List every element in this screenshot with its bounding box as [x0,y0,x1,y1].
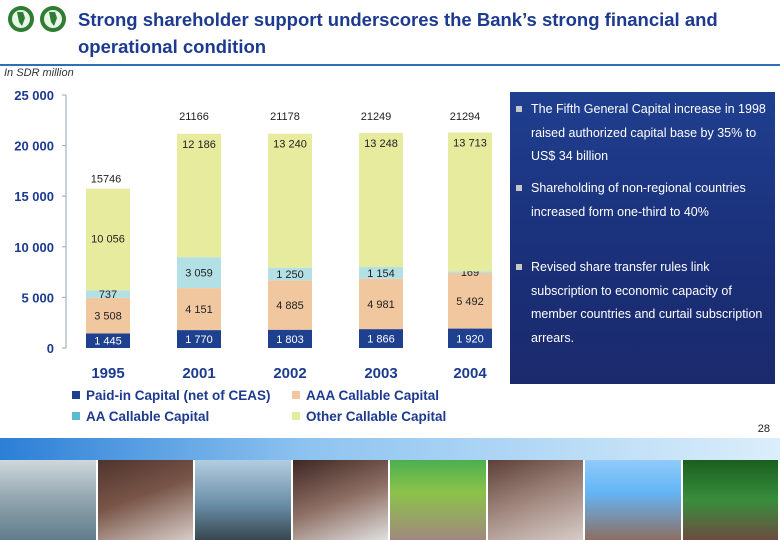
data-label: 1 250 [276,269,304,281]
legend-swatch [72,412,80,420]
bar-segment [448,328,492,348]
data-label: 1 803 [276,334,304,346]
bullet-square-icon [516,185,522,191]
total-label: 15746 [91,174,122,186]
bullet-square-icon [516,106,522,112]
bar-segment [86,188,130,291]
bar-segment [448,271,492,273]
x-tick-label: 1995 [91,365,124,382]
photo-strip [0,460,780,540]
afdb-logo-left [6,4,36,34]
legend-label: AAA Callable Capital [306,388,439,403]
bar-segment [177,257,221,289]
legend-label: Other Callable Capital [306,409,446,424]
data-label: 3 508 [94,311,122,323]
bar-segment [268,267,312,281]
data-label: 10 056 [91,234,125,246]
bar-segment [268,133,312,268]
data-label: 13 248 [364,138,398,150]
data-label: 4 885 [276,300,304,312]
bar-segment [359,267,403,279]
photo-building [0,460,98,540]
photo-ship [195,460,293,540]
bullet-panel: The Fifth General Capital increase in 19… [510,92,775,384]
unit-label: In SDR million [4,67,74,79]
y-tick-label: 10 000 [14,240,54,255]
bar-segment [268,329,312,348]
data-label: 1 770 [185,334,213,346]
data-label: 1 866 [367,334,395,346]
x-tick-label: 2004 [453,365,487,382]
total-label: 21294 [450,111,481,123]
data-label: 12 186 [182,139,216,151]
y-tick-label: 20 000 [14,139,54,154]
total-label: 21166 [179,111,209,123]
data-label: 5 492 [456,296,484,308]
data-label: 737 [99,289,117,301]
bar-segment [268,280,312,330]
bar-segment [359,132,403,268]
bullet-non-regional: Shareholding of non-regional countries i… [516,177,766,224]
bullet-capital-increase: The Fifth General Capital increase in 19… [516,98,766,169]
data-label: 1 920 [456,333,484,345]
data-label: 13 713 [453,138,487,150]
bar-segment [448,272,492,329]
page-number: 28 [757,423,770,435]
data-label: 1 445 [94,336,122,348]
stacked-bar-chart: 25 000 20 000 15 000 10 000 5 000 0 1 445 3 508… [14,88,492,424]
y-tick-label: 5 000 [21,290,54,305]
data-label: 1 154 [367,268,395,280]
photo-child [292,460,390,540]
x-tick-label: 2001 [182,365,215,382]
legend-label: AA Callable Capital [86,409,209,424]
bar-segment [448,132,492,272]
afdb-logo-right [38,4,68,34]
bar-segment [359,329,403,348]
bar-segment [86,333,130,348]
title-divider [0,64,780,66]
bar-segment [177,288,221,331]
data-label: 13 240 [273,139,307,151]
bullet-square-icon [516,264,522,270]
legend-swatch [292,412,300,420]
photo-road [390,460,488,540]
legend-swatch [72,391,80,399]
bar-segment [177,330,221,348]
data-label: 4 981 [367,299,395,311]
y-tick-label: 25 000 [14,88,54,103]
y-tick-label: 15 000 [14,189,54,204]
bullet-share-transfer: Revised share transfer rules link subscr… [516,256,766,350]
x-tick-label: 2003 [364,365,397,382]
total-label: 21249 [361,111,392,123]
bar-segment [359,278,403,330]
slide-title: Strong shareholder support underscores t… [78,9,718,57]
total-label: 21178 [270,111,300,123]
legend-swatch [292,391,300,399]
photo-classroom [97,460,195,540]
legend-label: Paid-in Capital (net of CEAS) [86,388,271,403]
y-tick-label: 0 [47,341,54,356]
photo-farmers [682,460,780,540]
photo-irrigation [585,460,683,540]
photo-market [487,460,585,540]
x-tick-label: 2002 [273,365,306,382]
data-label: 3 059 [185,268,213,280]
data-label: 4 151 [185,304,213,316]
bar-segment [86,290,130,298]
bar-segment [177,133,221,258]
footer-band [0,438,780,460]
bar-segment [86,297,130,334]
